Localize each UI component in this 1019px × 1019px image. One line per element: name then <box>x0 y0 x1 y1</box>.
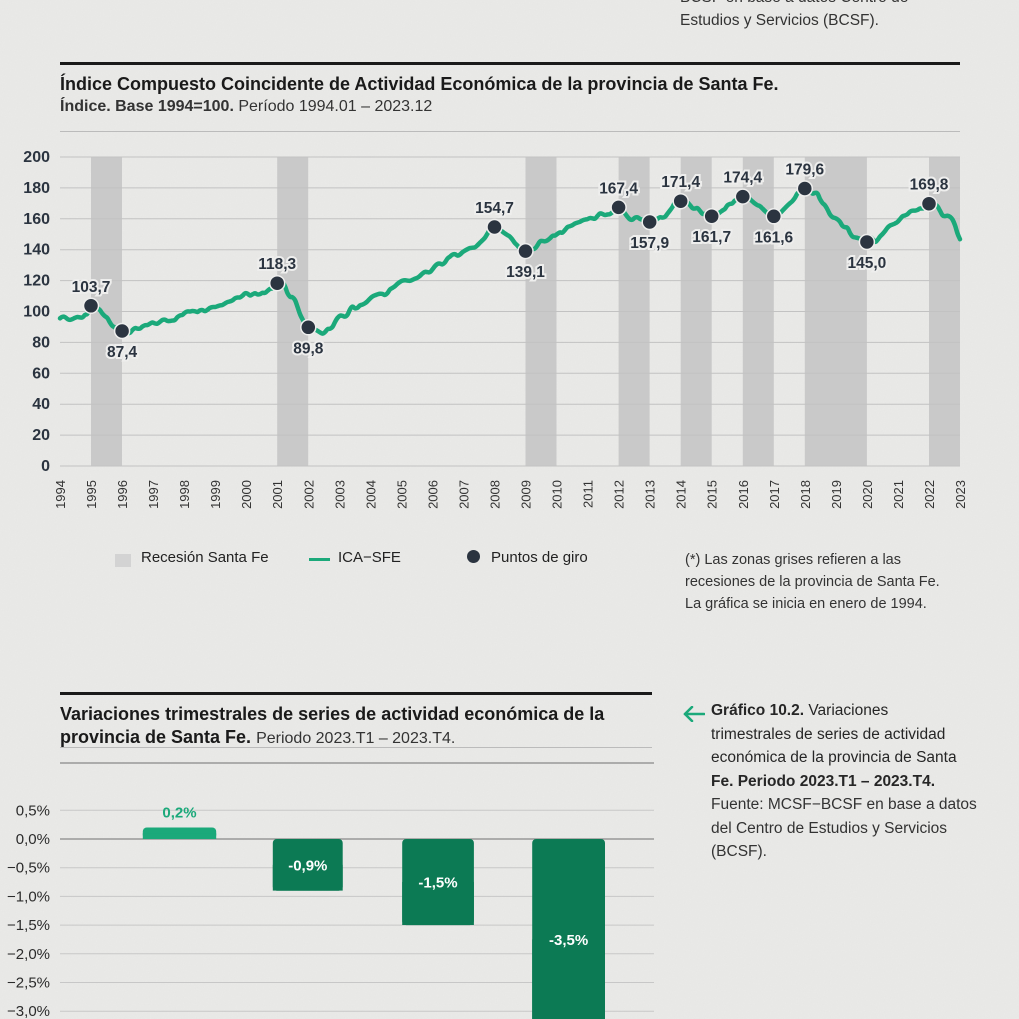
svg-text:171,4: 171,4 <box>661 174 700 191</box>
svg-text:2009: 2009 <box>519 480 534 509</box>
svg-text:1998: 1998 <box>177 480 192 509</box>
svg-text:154,7: 154,7 <box>475 200 514 217</box>
svg-text:160: 160 <box>23 211 50 228</box>
svg-text:−1,5%: −1,5% <box>7 917 50 934</box>
svg-text:87,4: 87,4 <box>107 344 138 361</box>
svg-text:60: 60 <box>32 365 50 382</box>
svg-text:−0,5%: −0,5% <box>7 860 50 877</box>
svg-text:2020: 2020 <box>860 480 875 509</box>
svg-text:2005: 2005 <box>394 480 409 509</box>
svg-text:2023: 2023 <box>953 480 968 509</box>
svg-text:2015: 2015 <box>705 480 720 509</box>
svg-text:1996: 1996 <box>115 480 130 509</box>
svg-text:118,3: 118,3 <box>258 256 296 273</box>
svg-text:2014: 2014 <box>674 480 689 509</box>
svg-text:0,2%: 0,2% <box>162 805 196 822</box>
svg-text:140: 140 <box>23 242 50 259</box>
svg-text:-3,5%: -3,5% <box>549 932 588 949</box>
svg-text:0,0%: 0,0% <box>16 831 50 848</box>
svg-text:139,1: 139,1 <box>506 264 545 281</box>
svg-text:120: 120 <box>23 273 50 290</box>
svg-text:2018: 2018 <box>798 480 813 509</box>
svg-text:169,8: 169,8 <box>910 177 949 194</box>
svg-text:1995: 1995 <box>84 480 99 509</box>
svg-text:103,7: 103,7 <box>72 279 111 296</box>
svg-text:174,4: 174,4 <box>723 170 762 187</box>
svg-text:-1,5%: -1,5% <box>418 875 457 892</box>
svg-text:2003: 2003 <box>332 480 347 509</box>
svg-text:2004: 2004 <box>363 480 378 509</box>
svg-text:1994: 1994 <box>53 480 68 509</box>
svg-text:2022: 2022 <box>922 480 937 509</box>
svg-text:157,9: 157,9 <box>630 235 669 252</box>
svg-text:2008: 2008 <box>488 480 503 509</box>
svg-text:−2,0%: −2,0% <box>7 946 50 963</box>
svg-text:2010: 2010 <box>550 480 565 509</box>
svg-text:20: 20 <box>32 427 50 444</box>
svg-text:−3,0%: −3,0% <box>7 1003 50 1019</box>
svg-text:2006: 2006 <box>425 480 440 509</box>
svg-text:1999: 1999 <box>208 480 223 509</box>
svg-text:89,8: 89,8 <box>293 340 324 357</box>
svg-text:179,6: 179,6 <box>785 162 824 179</box>
svg-text:2021: 2021 <box>891 480 906 509</box>
svg-text:0,5%: 0,5% <box>16 802 50 819</box>
svg-text:161,7: 161,7 <box>692 229 731 246</box>
svg-text:2017: 2017 <box>767 480 782 509</box>
svg-text:180: 180 <box>23 180 50 197</box>
svg-text:145,0: 145,0 <box>848 255 887 272</box>
svg-text:167,4: 167,4 <box>599 180 638 197</box>
svg-text:2013: 2013 <box>643 480 658 509</box>
svg-text:-0,9%: -0,9% <box>288 857 327 874</box>
svg-text:−2,5%: −2,5% <box>7 975 50 992</box>
svg-text:1997: 1997 <box>146 480 161 509</box>
svg-text:2011: 2011 <box>581 480 596 508</box>
svg-text:0: 0 <box>41 458 50 475</box>
svg-text:40: 40 <box>32 396 50 413</box>
svg-text:−1,0%: −1,0% <box>7 888 50 905</box>
svg-text:2000: 2000 <box>239 480 254 509</box>
svg-text:2012: 2012 <box>612 480 627 509</box>
svg-text:2019: 2019 <box>829 480 844 509</box>
svg-text:2007: 2007 <box>456 480 471 509</box>
svg-text:2001: 2001 <box>270 480 285 509</box>
svg-text:2002: 2002 <box>301 480 316 509</box>
svg-text:200: 200 <box>23 149 50 166</box>
svg-text:161,6: 161,6 <box>754 229 793 246</box>
svg-text:80: 80 <box>32 334 50 351</box>
svg-text:2016: 2016 <box>736 480 751 509</box>
svg-text:100: 100 <box>23 304 50 321</box>
